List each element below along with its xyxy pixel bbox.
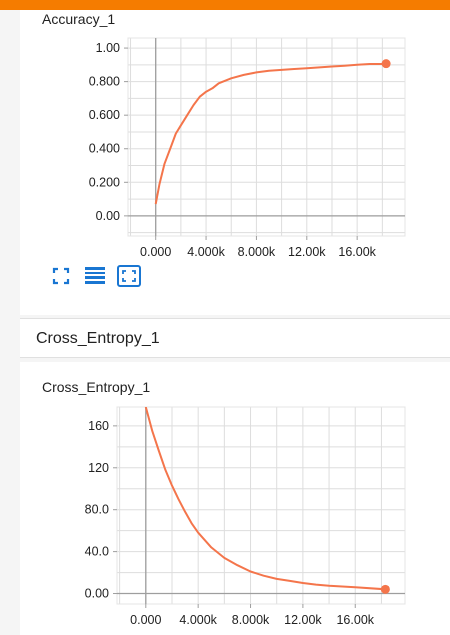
series-line [144,407,386,591]
y-tick-label: 0.400 [89,142,120,156]
accuracy-card: Accuracy_1 0.00 0.200 0.400 0.600 0.800 1.00 0… [20,10,450,315]
chart-title: Cross_Entropy_1 [42,379,151,395]
y-tick-label: 120 [88,461,109,475]
group-title: Cross_Entropy_1 [36,330,160,347]
toggle-log-scale-icon [85,267,105,284]
series-line [154,62,387,205]
y-tick-label: 0.600 [89,108,120,122]
toggle-log-scale-button[interactable] [82,263,108,289]
y-tick-label: 0.00 [85,587,109,601]
x-tick-label: 8.000k [232,613,270,627]
x-tick-label: 12.00k [288,245,326,259]
grid [128,38,405,236]
x-tick-label: 0.000 [130,613,161,627]
plot-border [127,37,406,237]
x-tick-label: 8.000k [238,245,276,259]
x-tick-label: 16.00k [336,613,374,627]
y-tick-label: 40.0 [85,545,109,559]
series-end-point [381,59,391,69]
series-end-point [380,584,390,594]
x-tick-label: 16.00k [338,245,376,259]
x-tick-label: 12.00k [284,613,322,627]
top-accent-bar [0,0,450,10]
x-tick-label: 4.000k [179,613,217,627]
expand-icon [52,267,70,285]
y-tick-label: 0.00 [96,209,120,223]
x-tick-label: 0.000 [140,245,171,259]
y-tick-label: 1.00 [96,41,120,55]
chart-title: Accuracy_1 [42,11,116,27]
cross-entropy-chart[interactable]: 0.00 40.0 80.0 120 160 0.000 4.000k 8.000k 12.00… [20,362,450,635]
y-tick-label: 160 [88,419,109,433]
y-tick-label: 0.800 [89,75,120,89]
plot-border [116,406,406,605]
run-group-header[interactable]: Cross_Entropy_1 [20,318,450,358]
fit-domain-button[interactable] [116,263,142,289]
cross-entropy-card: Cross_Entropy_1 0.00 40.0 80.0 120 160 0.000 4… [20,362,450,635]
y-tick-label: 80.0 [85,503,109,517]
x-tick-label: 4.000k [187,245,225,259]
y-tick-label: 0.200 [89,175,120,189]
expand-button[interactable] [48,263,74,289]
fit-domain-icon [117,265,141,287]
accuracy-chart[interactable]: 0.00 0.200 0.400 0.600 0.800 1.00 0.000 4.000k 8… [20,10,450,260]
